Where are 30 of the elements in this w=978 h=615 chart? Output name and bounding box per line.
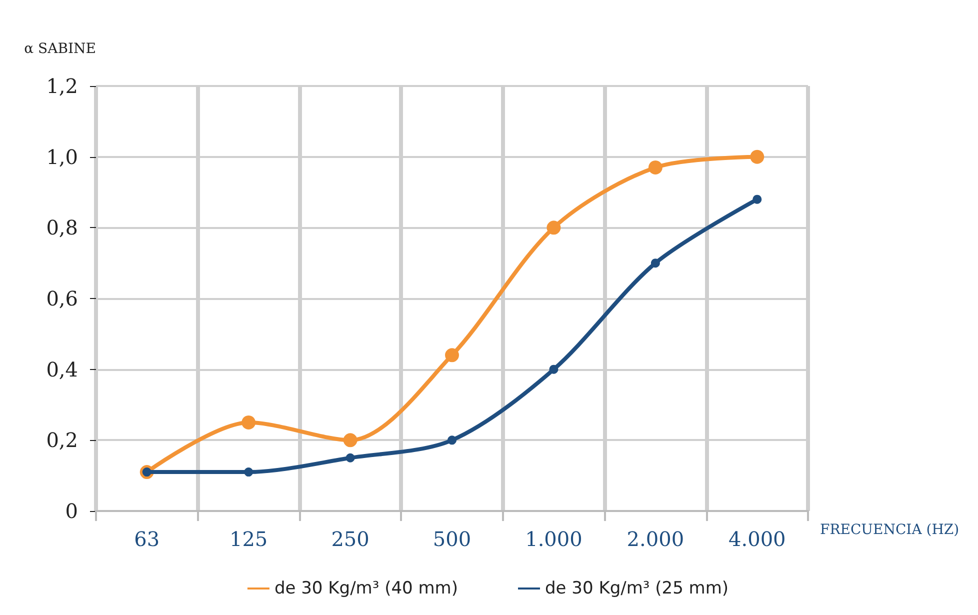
point (346, 453, 355, 462)
x-tick-label: 4.000 (728, 527, 786, 551)
x-tick-label: 500 (432, 527, 472, 551)
y-tick-label: 0 (65, 499, 78, 523)
point (549, 364, 558, 374)
point (343, 433, 358, 448)
point (546, 220, 561, 235)
point (750, 150, 764, 164)
point (242, 415, 256, 430)
x-tick-label: 250 (331, 527, 370, 551)
x-tick-label: 2.000 (626, 527, 684, 551)
x-tick-label: 125 (229, 527, 268, 551)
y-tick-label: 1,2 (46, 74, 78, 98)
y-tick-label: 0,6 (46, 286, 78, 310)
y-tick-label: 1,0 (46, 144, 78, 169)
y-axis-title: α SABINE (24, 41, 96, 57)
x-tick-label: 63 (134, 527, 160, 551)
point (752, 194, 762, 204)
x-tick-label: 1.000 (525, 527, 582, 551)
point (448, 436, 456, 445)
legend-label: de 30 Kg/m³ (40 mm) (274, 578, 458, 598)
point (648, 160, 662, 174)
y-tick-label: 0,2 (46, 428, 78, 452)
y-tick-label: 0,4 (46, 357, 78, 382)
x-axis-title: FRECUENCIA (HZ) (820, 522, 960, 538)
y-tick-label: 0,8 (46, 216, 78, 240)
point (650, 258, 660, 268)
legend-label: de 30 Kg/m³ (25 mm) (545, 578, 729, 598)
point (445, 348, 459, 362)
point (244, 468, 254, 477)
